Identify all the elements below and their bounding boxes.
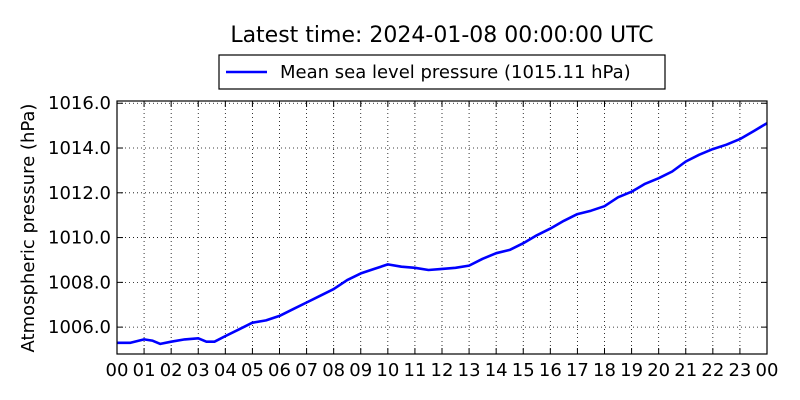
x-tick-label: 00: [106, 360, 129, 381]
x-tick-label: 02: [160, 360, 183, 381]
y-tick-label: 1014.0: [48, 138, 111, 159]
y-tick-label: 1012.0: [48, 183, 111, 204]
x-tick-label: 00: [756, 360, 779, 381]
plot-background: [117, 101, 767, 354]
legend-box: [218, 54, 666, 90]
x-tick-label: 15: [512, 360, 535, 381]
y-tick-label: 1010.0: [48, 228, 111, 249]
x-tick-label: 04: [214, 360, 237, 381]
x-tick-label: 14: [485, 360, 508, 381]
chart-title: Latest time: 2024-01-08 00:00:00 UTC: [230, 23, 653, 48]
x-tick-label: 17: [566, 360, 589, 381]
x-tick-label: 22: [701, 360, 724, 381]
x-tick-label: 10: [376, 360, 399, 381]
y-tick-label: 1008.0: [48, 272, 111, 293]
x-tick-label: 12: [431, 360, 454, 381]
x-tick-label: 16: [539, 360, 562, 381]
legend: Mean sea level pressure (1015.11 hPa): [218, 54, 666, 90]
x-tick-label: 05: [241, 360, 264, 381]
x-tick-label: 01: [133, 360, 156, 381]
x-tick-label: 18: [593, 360, 616, 381]
x-tick-labels: 00 01 02 03 04 05 06 07 08 09 10 11 12 13 14 15 16 17 18 19…: [106, 360, 779, 381]
y-tick-label: 1016.0: [48, 93, 111, 114]
x-tick-label: 23: [728, 360, 751, 381]
x-tick-label: 19: [620, 360, 643, 381]
legend-entry-msl-pressure: Mean sea level pressure (1015.11 hPa): [280, 62, 631, 83]
y-axis-label: Atmospheric pressure (hPa): [18, 104, 39, 353]
x-tick-label: 09: [349, 360, 372, 381]
x-tick-label: 21: [674, 360, 697, 381]
x-tick-label: 06: [268, 360, 291, 381]
y-tick-label: 1006.0: [48, 317, 111, 338]
x-tick-label: 07: [295, 360, 318, 381]
y-tick-labels: 1006.0 1008.0 1010.0 1012.0 1014.0 1016.0: [48, 93, 111, 338]
x-tick-label: 11: [403, 360, 426, 381]
x-tick-label: 13: [458, 360, 481, 381]
series-line-msl-pressure: [117, 122, 768, 346]
x-tick-label: 20: [647, 360, 670, 381]
tick-marks: [116, 101, 768, 354]
x-tick-label: 08: [322, 360, 345, 381]
x-tick-label: 03: [187, 360, 210, 381]
plot-area: [116, 100, 768, 355]
